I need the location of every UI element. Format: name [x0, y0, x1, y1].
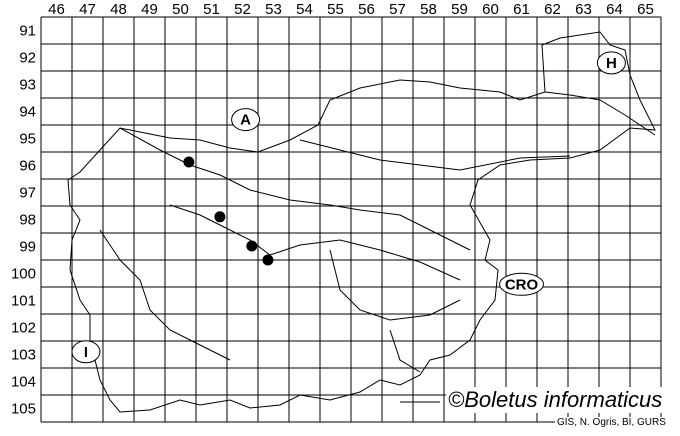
- river: [119, 127, 471, 251]
- column-label: 48: [110, 1, 127, 18]
- records: [183, 156, 274, 266]
- column-label: 58: [420, 1, 437, 18]
- country-label: A: [240, 112, 251, 129]
- row-label: 103: [11, 347, 36, 364]
- record-dot: [246, 240, 258, 252]
- column-label: 56: [358, 1, 375, 18]
- row-label: 95: [19, 131, 36, 148]
- column-label: 63: [575, 1, 592, 18]
- country-label: I: [84, 344, 88, 361]
- column-label: 64: [606, 1, 623, 18]
- row-label: 92: [19, 50, 36, 67]
- river: [299, 139, 571, 171]
- row-label: 98: [19, 212, 36, 229]
- grid-labels: 46 47 48 49 50 51 52 53 54 55 56 57 58 59 60 61 62 63 64 65…: [11, 1, 654, 418]
- river: [99, 229, 231, 361]
- column-label: 52: [234, 1, 251, 18]
- column-label: 57: [389, 1, 406, 18]
- column-label: 53: [265, 1, 282, 18]
- country-border: [67, 31, 656, 413]
- country-label-oval: [596, 51, 626, 75]
- country-label-oval: [499, 272, 544, 296]
- country-label-oval: [231, 108, 261, 132]
- column-label: 46: [48, 1, 65, 18]
- column-label: 60: [482, 1, 499, 18]
- country-labels: A H CRO I: [71, 51, 626, 364]
- column-label: 65: [637, 1, 654, 18]
- river: [389, 329, 421, 373]
- river: [329, 249, 461, 321]
- column-label: 47: [79, 1, 96, 18]
- river: [169, 204, 461, 281]
- country-label-oval: [71, 340, 101, 364]
- country-label: H: [606, 55, 617, 72]
- column-label: 54: [296, 1, 313, 18]
- column-label: 51: [203, 1, 220, 18]
- grid: [40, 16, 662, 423]
- row-label: 96: [19, 158, 36, 175]
- row-label: 91: [19, 23, 36, 40]
- row-label: 102: [11, 320, 36, 337]
- slovenia-border: [67, 31, 656, 413]
- column-label: 49: [141, 1, 158, 18]
- row-label: 97: [19, 185, 36, 202]
- row-label: 101: [11, 293, 36, 310]
- record-dot: [183, 156, 195, 168]
- row-label: 104: [11, 374, 36, 391]
- river: [544, 91, 656, 136]
- column-label: 59: [451, 1, 468, 18]
- row-label: 105: [11, 401, 36, 418]
- column-label: 61: [513, 1, 530, 18]
- copyright-credit: ©Boletus informaticus: [446, 387, 665, 413]
- record-dot: [214, 211, 226, 223]
- record-dot: [262, 254, 274, 266]
- column-label: 55: [327, 1, 344, 18]
- country-label: CRO: [505, 276, 539, 293]
- row-label: 93: [19, 77, 36, 94]
- row-label: 99: [19, 239, 36, 256]
- row-label: 94: [19, 104, 36, 121]
- column-label: 62: [544, 1, 561, 18]
- column-label: 50: [172, 1, 189, 18]
- data-source: GIS, N. Ogris, BI, GURS: [555, 417, 668, 428]
- row-label: 100: [11, 266, 36, 283]
